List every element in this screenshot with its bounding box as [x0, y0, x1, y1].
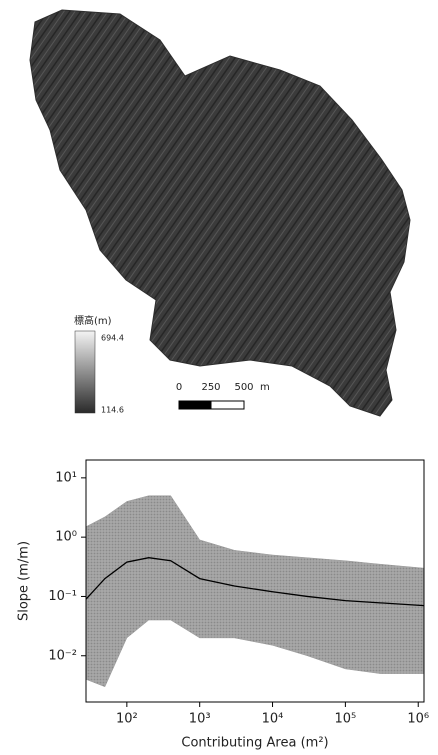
y-tick-label: 10⁻² [48, 648, 77, 663]
x-tick-label: 10⁴ [262, 712, 284, 727]
scale-label: 500 [234, 382, 253, 393]
legend-colorbar [75, 331, 95, 413]
scale-label: 0 [176, 382, 182, 393]
y-tick-label: 10¹ [55, 470, 77, 485]
scale-bar [211, 401, 244, 409]
x-tick-label: 10³ [189, 712, 211, 727]
legend-max: 694.4 [101, 334, 124, 343]
scale-label: 250 [201, 382, 220, 393]
plot: 10² 10³ 10⁴ 10⁵ 10⁶ 10⁻² 10⁻¹ 10⁰ 10¹ [48, 470, 429, 726]
scale-unit: m [260, 382, 270, 393]
scatter-cloud [86, 496, 424, 687]
x-axis-label: Contributing Area (m²) [181, 736, 328, 751]
x-tick-label: 10² [116, 712, 138, 727]
legend-min: 114.6 [101, 406, 124, 415]
figure: 標高(m) 694.4 114.6 0 250 500 m 10²10³10⁴1… [0, 0, 438, 755]
page: 標高(m) 694.4 114.6 0 250 500 m 10²10³10⁴1… [0, 0, 438, 755]
y-axis-label: Slope (m/m) [17, 541, 32, 621]
scale-bar [179, 401, 211, 409]
legend-title: 標高(m) [74, 314, 112, 327]
y-tick-label: 10⁰ [55, 530, 77, 545]
x-tick-label: 10⁶ [407, 712, 429, 727]
x-tick-label: 10⁵ [335, 712, 357, 727]
y-tick-label: 10⁻¹ [48, 589, 77, 604]
